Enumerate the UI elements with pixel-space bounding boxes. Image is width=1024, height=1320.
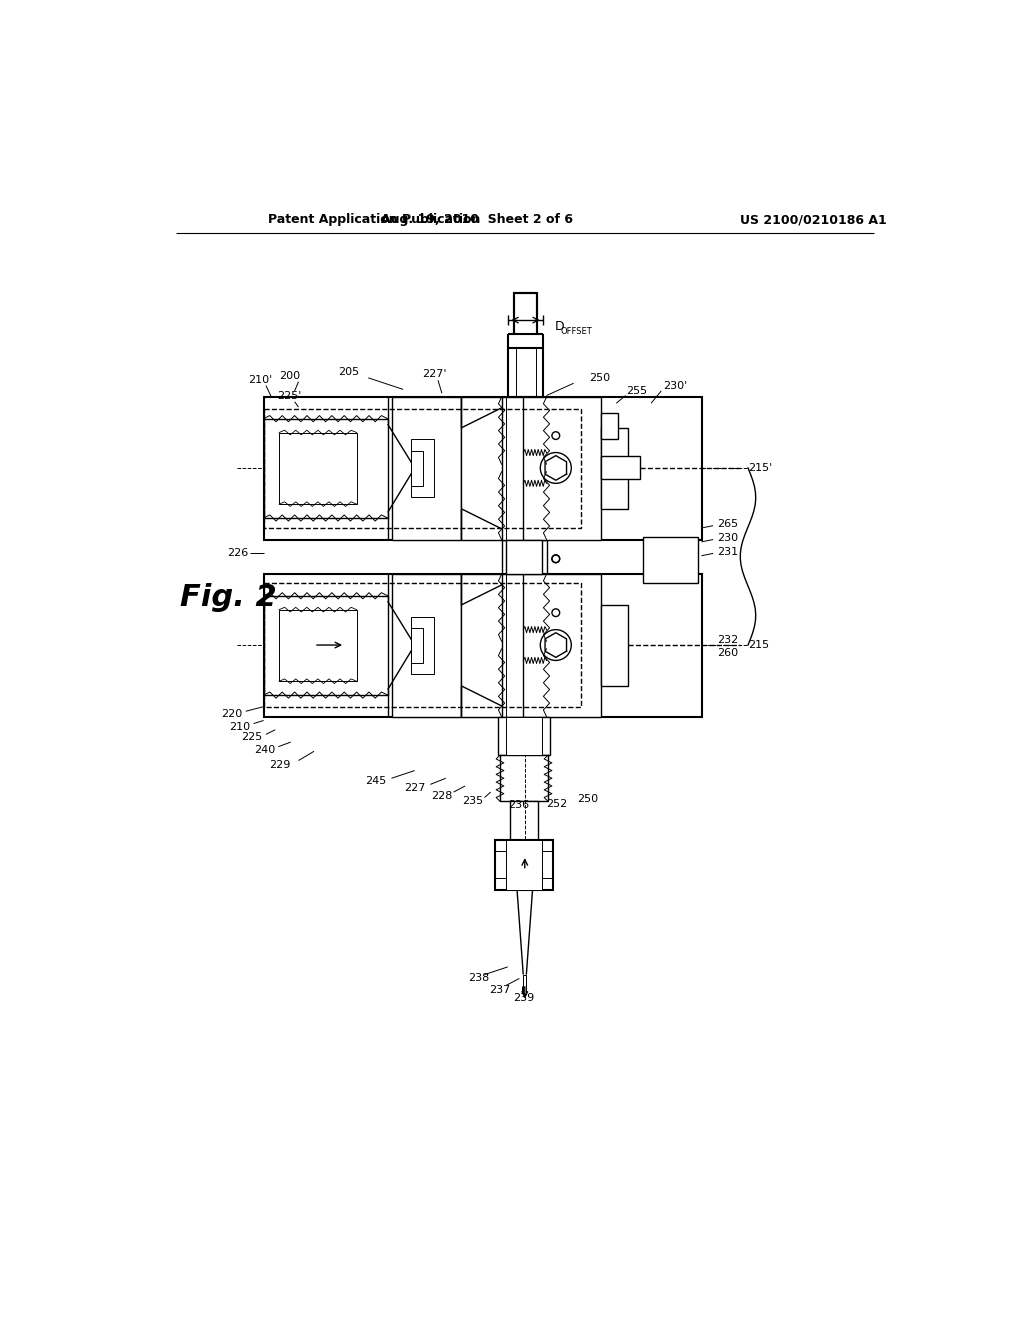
Text: 228: 228 (431, 791, 453, 801)
Bar (514, 293, 538, 334)
Bar (506, 717, 542, 755)
Text: Aug. 19, 2010  Sheet 2 of 6: Aug. 19, 2010 Sheet 2 of 6 (381, 214, 572, 227)
Bar (523, 574, 601, 717)
Bar (500, 755, 548, 801)
Bar (411, 616, 434, 675)
Bar (391, 397, 461, 540)
Bar (523, 974, 526, 994)
Text: 252: 252 (547, 799, 567, 809)
Text: 200: 200 (280, 371, 300, 380)
Text: 210: 210 (229, 722, 251, 731)
Text: 235: 235 (462, 796, 483, 807)
Bar (506, 540, 542, 574)
Bar (411, 440, 434, 498)
Bar (263, 397, 701, 540)
Text: OFFSET: OFFSET (560, 327, 592, 337)
Text: Patent Application Publication: Patent Application Publication (267, 214, 480, 227)
Bar (263, 418, 388, 517)
Bar (510, 801, 538, 840)
Bar (280, 433, 356, 504)
Bar (508, 348, 544, 397)
Text: 205: 205 (338, 367, 359, 378)
Text: 236: 236 (508, 800, 528, 810)
Text: 260: 260 (717, 648, 738, 657)
Bar (523, 397, 601, 540)
Text: 240: 240 (254, 744, 275, 755)
Bar (461, 397, 523, 540)
Bar (263, 583, 582, 706)
Bar (391, 574, 461, 717)
Text: 255: 255 (627, 385, 647, 396)
Text: 226: 226 (227, 548, 248, 557)
Bar (263, 409, 582, 528)
Text: 227': 227' (422, 370, 446, 379)
Bar (499, 717, 550, 755)
Text: 210': 210' (248, 375, 272, 385)
Text: 215': 215' (748, 463, 772, 473)
Bar (601, 605, 628, 686)
Bar (411, 451, 423, 486)
Text: 245: 245 (366, 776, 387, 785)
Text: US 2100/0210186 A1: US 2100/0210186 A1 (740, 214, 887, 227)
Text: 230: 230 (717, 533, 738, 543)
Bar (461, 574, 523, 717)
Text: 250: 250 (578, 795, 599, 804)
Bar (495, 840, 554, 890)
Bar (263, 595, 388, 696)
Bar (411, 628, 423, 663)
Text: Fig. 2: Fig. 2 (180, 583, 278, 611)
Bar (263, 574, 701, 717)
Bar (502, 574, 547, 717)
Text: NI: NI (666, 544, 676, 554)
Text: 232: 232 (717, 635, 738, 644)
Bar (502, 397, 547, 540)
Text: 238: 238 (468, 973, 488, 983)
Text: 265: 265 (717, 519, 738, 529)
Text: S1: S1 (665, 566, 677, 577)
Bar (280, 610, 356, 681)
Text: 250: 250 (589, 372, 610, 383)
Text: 225: 225 (241, 733, 262, 742)
Text: 229: 229 (269, 760, 291, 770)
Bar (601, 428, 628, 508)
Text: 215: 215 (748, 640, 769, 649)
Bar (506, 840, 542, 890)
Text: 237: 237 (489, 985, 511, 995)
Bar (601, 412, 617, 440)
Bar (601, 457, 640, 479)
Text: 230': 230' (663, 380, 687, 391)
Text: 220: 220 (221, 709, 243, 719)
Text: D: D (554, 319, 564, 333)
Bar (643, 537, 697, 583)
Text: 225': 225' (278, 391, 302, 400)
Text: 239: 239 (513, 993, 534, 1003)
Text: 227: 227 (404, 783, 425, 793)
Text: 231: 231 (717, 546, 738, 557)
